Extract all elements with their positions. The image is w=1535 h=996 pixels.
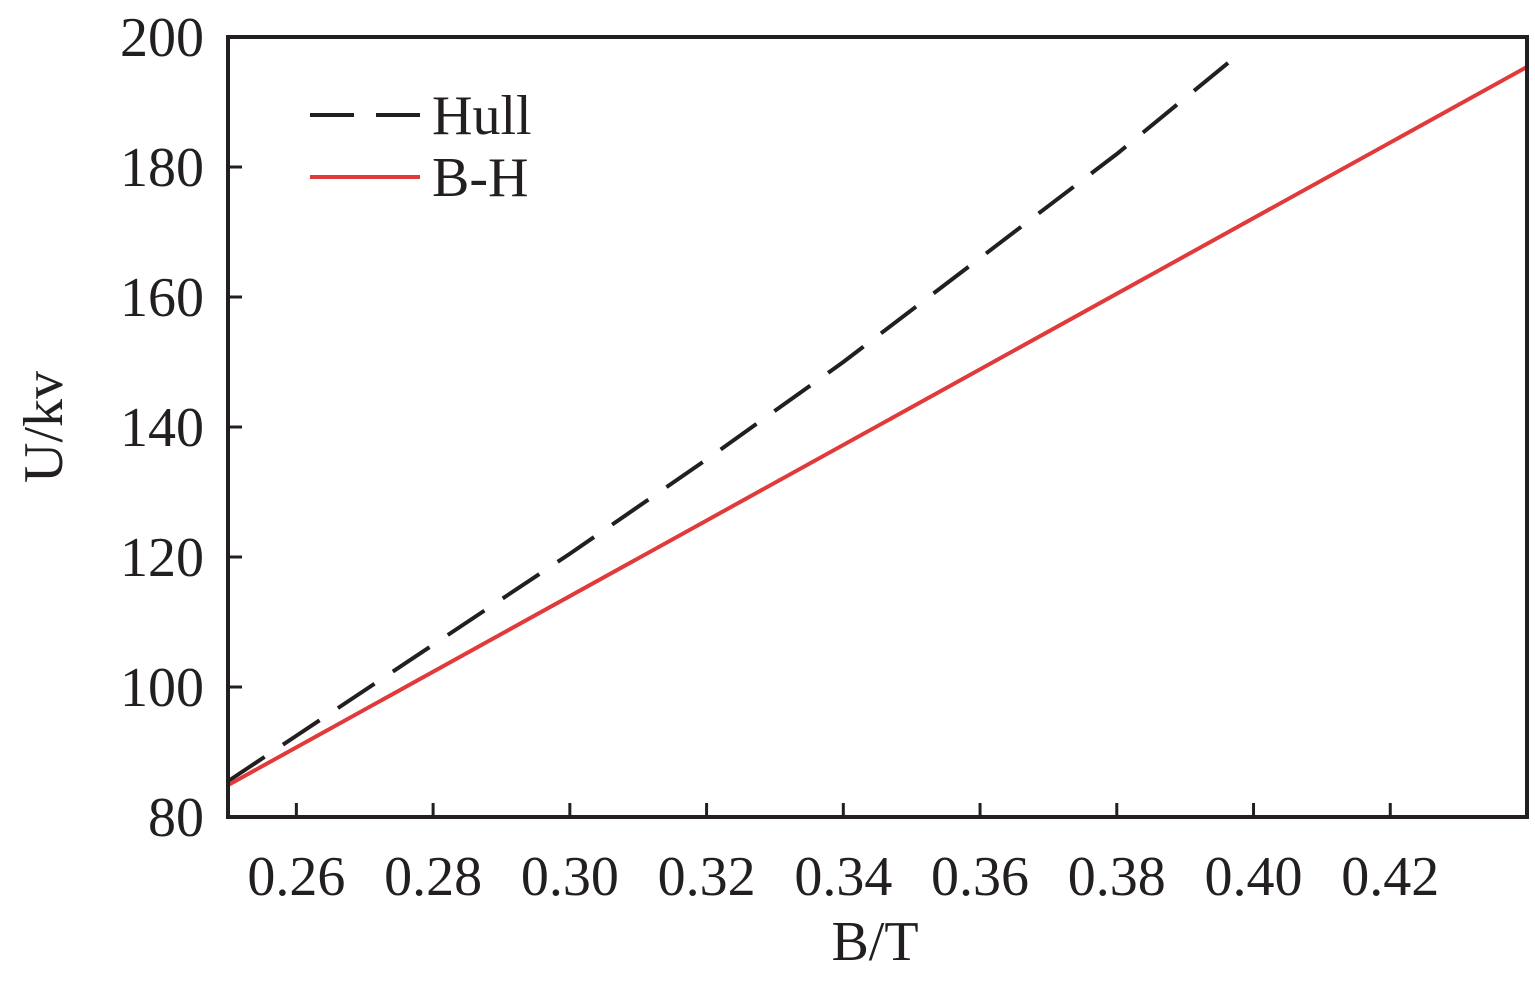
y-axis-label: U/kv xyxy=(13,371,75,483)
y-tick-label: 200 xyxy=(120,7,204,69)
x-tick-label: 0.36 xyxy=(931,846,1029,908)
x-tick-label: 0.38 xyxy=(1068,846,1166,908)
y-tick-label: 120 xyxy=(120,527,204,589)
x-tick-label: 0.26 xyxy=(247,846,345,908)
plot-frame xyxy=(226,35,1529,819)
legend-label: Hull xyxy=(432,85,532,147)
y-tick-label: 80 xyxy=(148,787,204,849)
x-axis-label: B/T xyxy=(831,911,918,973)
x-tick-label: 0.32 xyxy=(658,846,756,908)
y-tick-label: 160 xyxy=(120,267,204,329)
x-tick-label: 0.40 xyxy=(1205,846,1303,908)
x-tick-label: 0.28 xyxy=(384,846,482,908)
x-tick-label: 0.34 xyxy=(794,846,892,908)
x-tick-label: 0.42 xyxy=(1341,846,1439,908)
line-series xyxy=(228,51,1242,783)
y-tick-label: 100 xyxy=(120,657,204,719)
y-tick-label: 140 xyxy=(120,397,204,459)
line-series xyxy=(228,65,1527,787)
x-tick-label: 0.30 xyxy=(521,846,619,908)
y-tick-label: 180 xyxy=(120,137,204,199)
legend-label: B-H xyxy=(432,147,528,209)
